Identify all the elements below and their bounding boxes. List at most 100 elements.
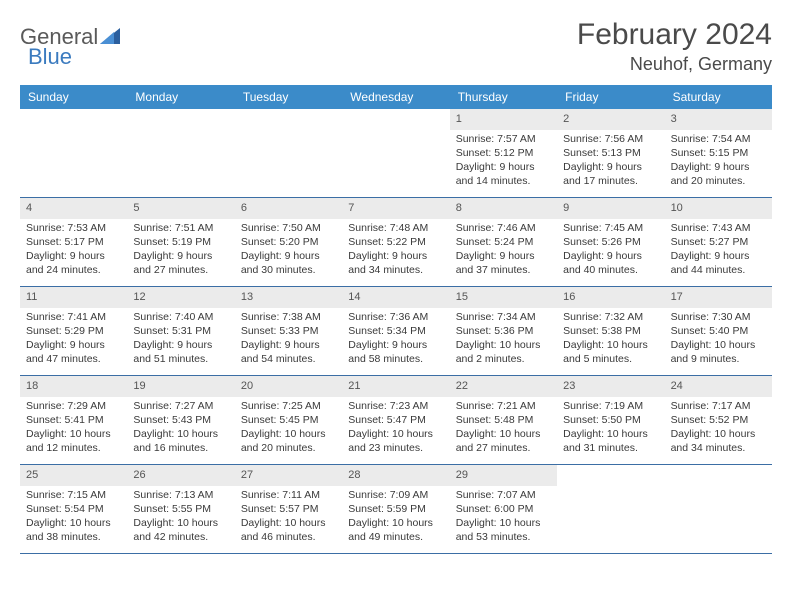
day-info-line: and 31 minutes. (563, 441, 658, 455)
day-header-cell: Tuesday (235, 85, 342, 109)
day-cell: 25Sunrise: 7:15 AMSunset: 5:54 PMDayligh… (20, 465, 127, 553)
day-info-line: Sunrise: 7:27 AM (133, 399, 228, 413)
day-info-line: Sunrise: 7:32 AM (563, 310, 658, 324)
day-info-line: and 17 minutes. (563, 174, 658, 188)
day-number: 27 (235, 465, 342, 486)
day-info-line: Daylight: 10 hours (563, 338, 658, 352)
day-info-line: and 30 minutes. (241, 263, 336, 277)
day-info-line: Daylight: 10 hours (563, 427, 658, 441)
day-info-line: Sunrise: 7:57 AM (456, 132, 551, 146)
day-header-cell: Saturday (665, 85, 772, 109)
day-info-line: Sunset: 5:48 PM (456, 413, 551, 427)
day-info-line: Sunrise: 7:09 AM (348, 488, 443, 502)
day-info-line: Sunrise: 7:51 AM (133, 221, 228, 235)
day-number: 3 (665, 109, 772, 130)
day-info-line: Sunrise: 7:56 AM (563, 132, 658, 146)
day-cell: 16Sunrise: 7:32 AMSunset: 5:38 PMDayligh… (557, 287, 664, 375)
day-body: Sunrise: 7:43 AMSunset: 5:27 PMDaylight:… (665, 221, 772, 282)
day-info-line: Sunset: 5:33 PM (241, 324, 336, 338)
day-body: Sunrise: 7:34 AMSunset: 5:36 PMDaylight:… (450, 310, 557, 371)
day-info-line: Daylight: 10 hours (133, 427, 228, 441)
day-body: Sunrise: 7:23 AMSunset: 5:47 PMDaylight:… (342, 399, 449, 460)
day-cell: 29Sunrise: 7:07 AMSunset: 6:00 PMDayligh… (450, 465, 557, 553)
day-cell: 12Sunrise: 7:40 AMSunset: 5:31 PMDayligh… (127, 287, 234, 375)
day-body: Sunrise: 7:54 AMSunset: 5:15 PMDaylight:… (665, 132, 772, 193)
day-body: Sunrise: 7:38 AMSunset: 5:33 PMDaylight:… (235, 310, 342, 371)
day-number: 11 (20, 287, 127, 308)
day-info-line: Daylight: 10 hours (133, 516, 228, 530)
day-info-line: and 49 minutes. (348, 530, 443, 544)
day-info-line: Sunset: 5:43 PM (133, 413, 228, 427)
day-number: 20 (235, 376, 342, 397)
day-body: Sunrise: 7:53 AMSunset: 5:17 PMDaylight:… (20, 221, 127, 282)
day-info-line: and 2 minutes. (456, 352, 551, 366)
day-body: Sunrise: 7:48 AMSunset: 5:22 PMDaylight:… (342, 221, 449, 282)
day-info-line: and 58 minutes. (348, 352, 443, 366)
day-info-line: Sunrise: 7:43 AM (671, 221, 766, 235)
day-body: Sunrise: 7:13 AMSunset: 5:55 PMDaylight:… (127, 488, 234, 549)
day-number: 7 (342, 198, 449, 219)
day-cell: 24Sunrise: 7:17 AMSunset: 5:52 PMDayligh… (665, 376, 772, 464)
day-header-cell: Sunday (20, 85, 127, 109)
day-info-line: Daylight: 10 hours (456, 516, 551, 530)
day-info-line: Daylight: 10 hours (241, 427, 336, 441)
day-info-line: and 42 minutes. (133, 530, 228, 544)
day-cell: 5Sunrise: 7:51 AMSunset: 5:19 PMDaylight… (127, 198, 234, 286)
day-body: Sunrise: 7:51 AMSunset: 5:19 PMDaylight:… (127, 221, 234, 282)
day-body: Sunrise: 7:11 AMSunset: 5:57 PMDaylight:… (235, 488, 342, 549)
day-info-line: Sunrise: 7:17 AM (671, 399, 766, 413)
day-info-line: Daylight: 9 hours (348, 249, 443, 263)
day-body: Sunrise: 7:36 AMSunset: 5:34 PMDaylight:… (342, 310, 449, 371)
day-cell (665, 465, 772, 553)
day-info-line: Sunrise: 7:34 AM (456, 310, 551, 324)
day-cell (557, 465, 664, 553)
day-body: Sunrise: 7:25 AMSunset: 5:45 PMDaylight:… (235, 399, 342, 460)
day-info-line: Sunrise: 7:50 AM (241, 221, 336, 235)
day-info-line: Sunrise: 7:11 AM (241, 488, 336, 502)
day-info-line: Sunset: 5:13 PM (563, 146, 658, 160)
day-info-line: and 5 minutes. (563, 352, 658, 366)
day-body: Sunrise: 7:41 AMSunset: 5:29 PMDaylight:… (20, 310, 127, 371)
day-cell: 8Sunrise: 7:46 AMSunset: 5:24 PMDaylight… (450, 198, 557, 286)
day-info-line: Daylight: 9 hours (26, 249, 121, 263)
day-info-line: Sunset: 5:20 PM (241, 235, 336, 249)
day-number: 1 (450, 109, 557, 130)
day-body: Sunrise: 7:17 AMSunset: 5:52 PMDaylight:… (665, 399, 772, 460)
day-number: 9 (557, 198, 664, 219)
day-info-line: Daylight: 9 hours (456, 249, 551, 263)
day-info-line: Sunset: 5:22 PM (348, 235, 443, 249)
day-cell: 4Sunrise: 7:53 AMSunset: 5:17 PMDaylight… (20, 198, 127, 286)
day-number: 18 (20, 376, 127, 397)
day-cell: 3Sunrise: 7:54 AMSunset: 5:15 PMDaylight… (665, 109, 772, 197)
week-row: 4Sunrise: 7:53 AMSunset: 5:17 PMDaylight… (20, 198, 772, 287)
day-info-line: and 51 minutes. (133, 352, 228, 366)
day-cell: 21Sunrise: 7:23 AMSunset: 5:47 PMDayligh… (342, 376, 449, 464)
day-cell: 22Sunrise: 7:21 AMSunset: 5:48 PMDayligh… (450, 376, 557, 464)
day-info-line: Sunrise: 7:13 AM (133, 488, 228, 502)
day-cell: 26Sunrise: 7:13 AMSunset: 5:55 PMDayligh… (127, 465, 234, 553)
day-info-line: Daylight: 9 hours (26, 338, 121, 352)
day-info-line: Daylight: 10 hours (348, 427, 443, 441)
header: General February 2024 Neuhof, Germany (20, 18, 772, 75)
day-info-line: Sunrise: 7:54 AM (671, 132, 766, 146)
day-info-line: and 34 minutes. (348, 263, 443, 277)
day-info-line: Sunrise: 7:15 AM (26, 488, 121, 502)
day-number: 8 (450, 198, 557, 219)
day-info-line: Daylight: 9 hours (563, 160, 658, 174)
day-body: Sunrise: 7:09 AMSunset: 5:59 PMDaylight:… (342, 488, 449, 549)
day-info-line: Daylight: 9 hours (671, 160, 766, 174)
day-info-line: Sunset: 5:47 PM (348, 413, 443, 427)
day-info-line: Sunset: 5:45 PM (241, 413, 336, 427)
calendar: SundayMondayTuesdayWednesdayThursdayFrid… (20, 85, 772, 554)
day-info-line: Sunrise: 7:30 AM (671, 310, 766, 324)
day-cell (235, 109, 342, 197)
day-cell (20, 109, 127, 197)
month-title: February 2024 (577, 18, 772, 52)
logo-triangle-icon (100, 24, 120, 50)
day-info-line: Sunrise: 7:48 AM (348, 221, 443, 235)
day-info-line: and 12 minutes. (26, 441, 121, 455)
day-info-line: and 54 minutes. (241, 352, 336, 366)
day-number: 12 (127, 287, 234, 308)
title-block: February 2024 Neuhof, Germany (577, 18, 772, 75)
day-info-line: Daylight: 10 hours (671, 427, 766, 441)
